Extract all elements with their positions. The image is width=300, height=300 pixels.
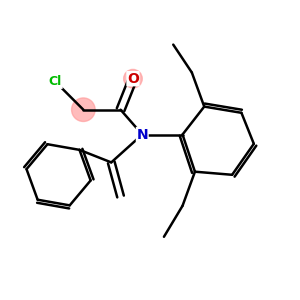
Text: O: O [127,72,139,86]
Text: N: N [136,128,148,142]
Text: Cl: Cl [49,75,62,88]
Circle shape [72,98,95,122]
Circle shape [124,69,142,88]
